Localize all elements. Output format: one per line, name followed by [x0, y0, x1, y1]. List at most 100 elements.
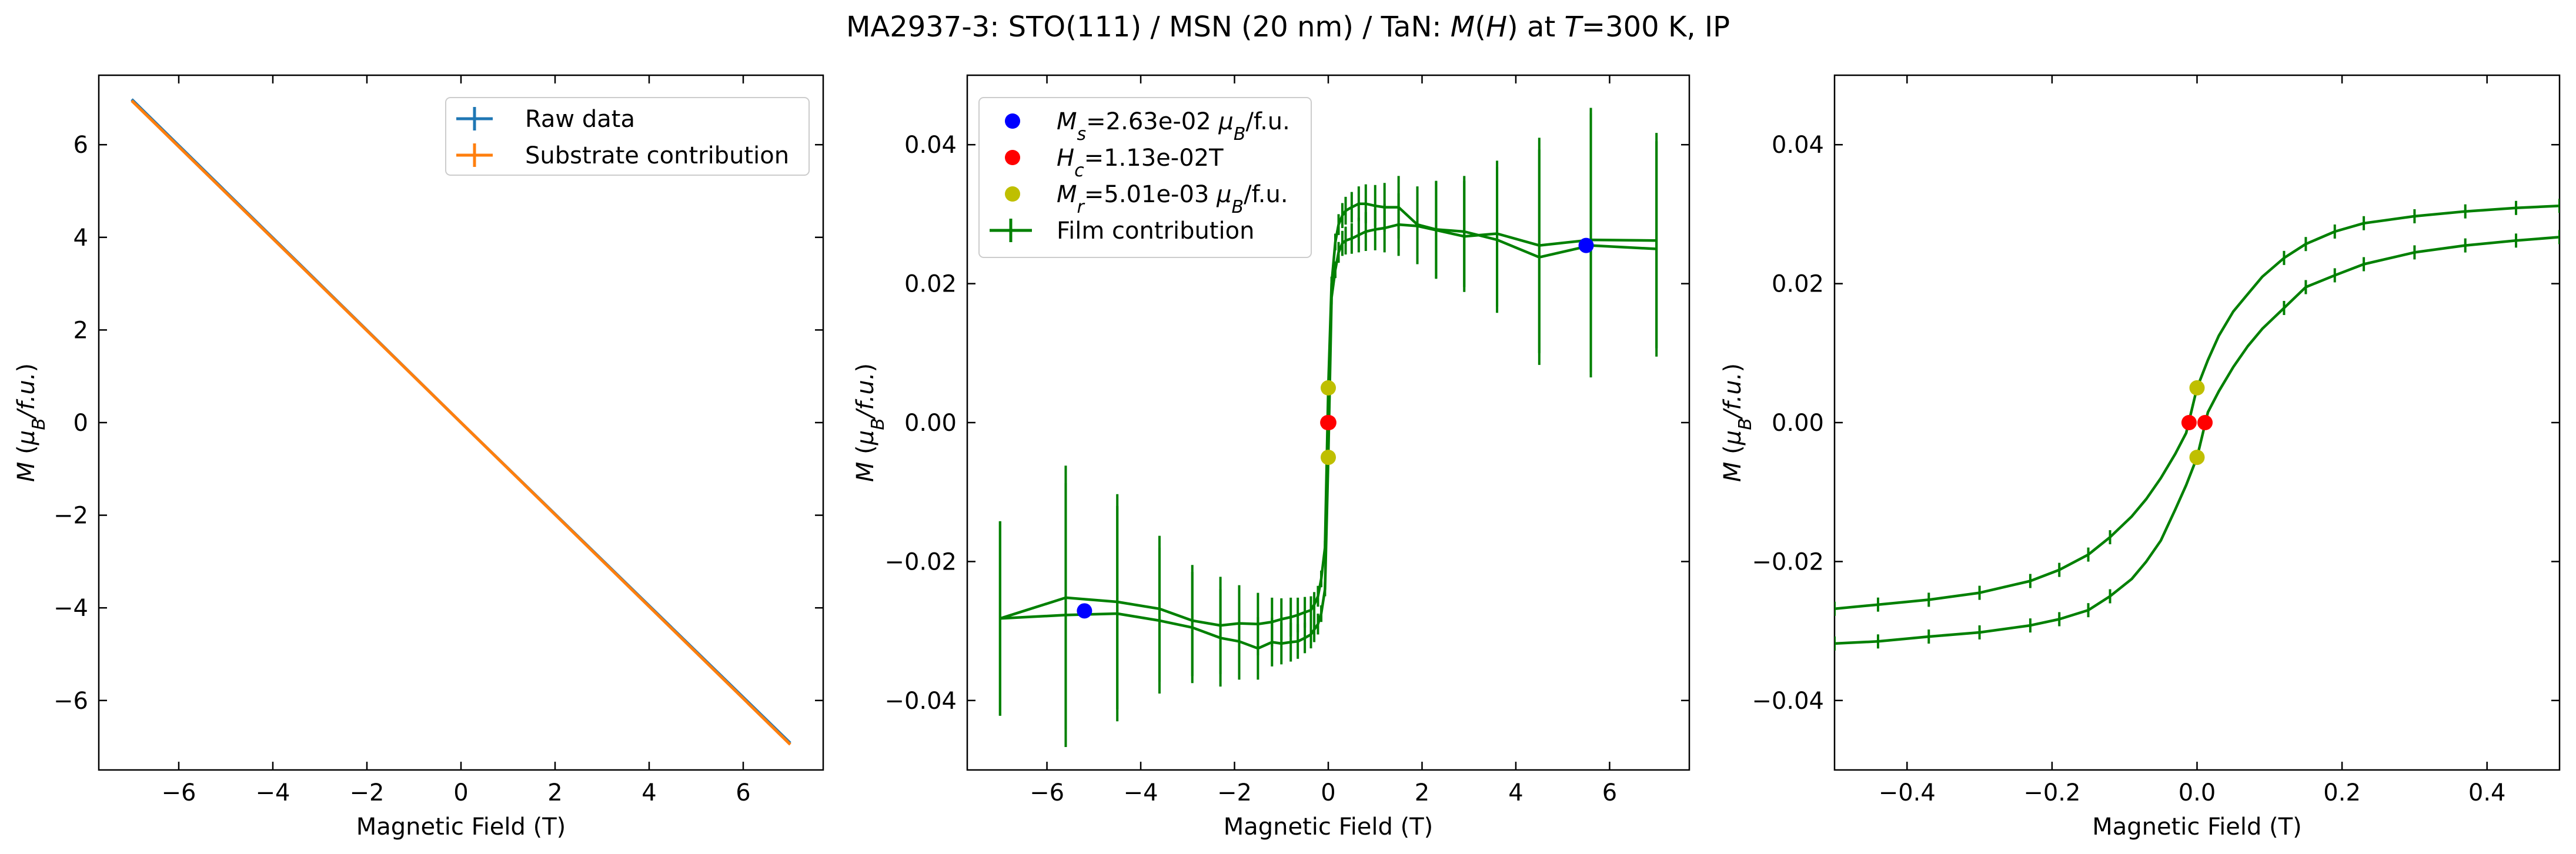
y-tick: 0.02 — [904, 271, 1689, 298]
x-tick: −2 — [350, 75, 385, 806]
y-tick-label: 0.00 — [1772, 410, 1824, 437]
y-tick: −0.02 — [884, 548, 1689, 575]
y-tick-label: −0.02 — [1752, 548, 1824, 575]
series-film-upper — [1835, 204, 2560, 611]
y-tick-label: −6 — [54, 688, 88, 715]
x-axis-label: Magnetic Field (T) — [1224, 813, 1434, 840]
x-tick: 2 — [1415, 75, 1429, 806]
y-axis-label: M (μB/f.u.) — [1719, 363, 1756, 482]
legend-box — [978, 97, 1312, 258]
legend-box — [445, 97, 810, 176]
x-tick-label: −4 — [1124, 779, 1158, 806]
chart-panel-3: −0.4 −0.2 0.0 0.2 0.4 −0.04 −0.02 0.00 0.02 0.04 M… — [1719, 74, 2561, 840]
y-tick-label: 0.04 — [904, 132, 957, 159]
x-tick-label: −0.4 — [1879, 779, 1936, 806]
x-tick-label: 6 — [736, 779, 750, 806]
legend-label: Ms=2.63e-02 μB/f.u. — [1057, 108, 1290, 145]
x-tick: 6 — [1602, 75, 1617, 806]
x-tick: 2 — [547, 75, 563, 806]
y-tick-label: 4 — [73, 225, 88, 252]
x-tick-label: −2 — [1217, 779, 1252, 806]
y-tick-label: 0.04 — [1772, 132, 1824, 159]
marker-point — [1321, 415, 1337, 430]
marker-point — [1077, 603, 1092, 619]
x-tick-label: −6 — [162, 779, 196, 806]
y-tick-label: −0.04 — [884, 688, 957, 715]
y-tick-label: 0.02 — [904, 271, 957, 298]
x-tick-label: 0.4 — [2468, 779, 2506, 806]
x-axis-label: Magnetic Field (T) — [356, 813, 566, 840]
y-tick: −0.04 — [1752, 688, 2560, 715]
legend-swatch — [1005, 150, 1020, 165]
x-tick: −6 — [162, 75, 196, 806]
marker-point — [1578, 237, 1594, 253]
plot-area — [1835, 199, 2560, 651]
x-tick-label: −0.2 — [2023, 779, 2080, 806]
x-tick: 0 — [453, 75, 469, 806]
x-tick-label: 4 — [1508, 779, 1523, 806]
plot-area — [131, 98, 791, 746]
legend-label: Substrate contribution — [525, 142, 789, 169]
y-tick: 0.00 — [1772, 410, 2560, 437]
marker-point — [2189, 450, 2205, 465]
y-tick: −6 — [54, 688, 823, 715]
y-tick: 4 — [73, 225, 823, 252]
y-tick: 2 — [73, 317, 823, 344]
x-tick-label: 0.0 — [2179, 779, 2216, 806]
figure-title: MA2937-3: STO(111) / MSN (20 nm) / TaN: … — [846, 11, 1730, 43]
chart-panel-1: −6 −4 −2 0 2 4 6 −6 −4 −2 0 2 4 6 Magnetic Field (T) M … — [13, 74, 824, 840]
legend-label: Film contribution — [1057, 217, 1254, 245]
marker-point — [1321, 380, 1336, 396]
y-tick-label: −4 — [54, 595, 88, 622]
legend-label: Raw data — [525, 106, 635, 133]
x-tick-label: 0 — [453, 779, 468, 806]
y-tick: 0.00 — [904, 410, 1689, 437]
x-tick-label: 0.2 — [2323, 779, 2361, 806]
x-tick: 4 — [642, 75, 657, 806]
y-tick-label: 6 — [73, 132, 88, 159]
x-tick: 4 — [1508, 75, 1523, 806]
x-axis-label: Magnetic Field (T) — [2092, 813, 2302, 840]
legend-label: Hc=1.13e-02T — [1057, 145, 1224, 181]
series-film-lower — [1835, 236, 2560, 645]
plot-frame — [1833, 74, 2561, 771]
x-tick: 0 — [1321, 75, 1336, 806]
y-tick-label: −0.04 — [1752, 688, 1824, 715]
y-tick-label: 0.00 — [904, 410, 957, 437]
y-tick: −4 — [54, 595, 823, 622]
marker-point — [2197, 415, 2213, 430]
y-tick: 0.02 — [1772, 271, 2560, 298]
y-tick-label: −2 — [54, 503, 88, 530]
x-tick-label: 6 — [1602, 779, 1617, 806]
y-tick-label: 0.02 — [1772, 271, 1824, 298]
legend-label: Mr=5.01e-03 μB/f.u. — [1057, 181, 1288, 217]
x-tick: 6 — [736, 75, 751, 806]
chart-panel-2: −6 −4 −2 0 2 4 6 −0.04 −0.02 0.00 0.02 0.04 Magnetic… — [852, 74, 1690, 840]
y-tick-label: −0.02 — [884, 548, 957, 575]
x-tick-label: 0 — [1321, 779, 1335, 806]
x-tick: −4 — [256, 75, 290, 806]
y-tick: 6 — [73, 132, 823, 159]
marker-point — [2189, 380, 2205, 396]
x-tick-label: 4 — [642, 779, 656, 806]
x-tick-label: 2 — [1415, 779, 1429, 806]
x-tick: −2 — [1217, 75, 1252, 806]
x-tick-label: −2 — [350, 779, 385, 806]
y-axis-label: M (μB/f.u.) — [13, 363, 49, 482]
x-tick: −0.4 — [1879, 75, 1936, 806]
x-tick: −6 — [1030, 75, 1064, 806]
x-tick: 0.2 — [2323, 75, 2361, 806]
y-tick: −0.02 — [1752, 548, 2560, 575]
series-film-branch-2 — [1000, 223, 1657, 650]
marker-point — [1321, 450, 1336, 465]
x-tick: 0.0 — [2179, 75, 2216, 806]
x-tick: −0.2 — [2023, 75, 2080, 806]
y-tick: 0 — [73, 410, 823, 437]
y-tick: 0.04 — [904, 132, 1689, 159]
legend-swatch — [1005, 113, 1020, 129]
y-tick: −2 — [54, 503, 823, 530]
x-tick-label: −4 — [256, 779, 290, 806]
plot-area — [998, 108, 1658, 747]
series-substrate-contribution — [131, 99, 791, 746]
